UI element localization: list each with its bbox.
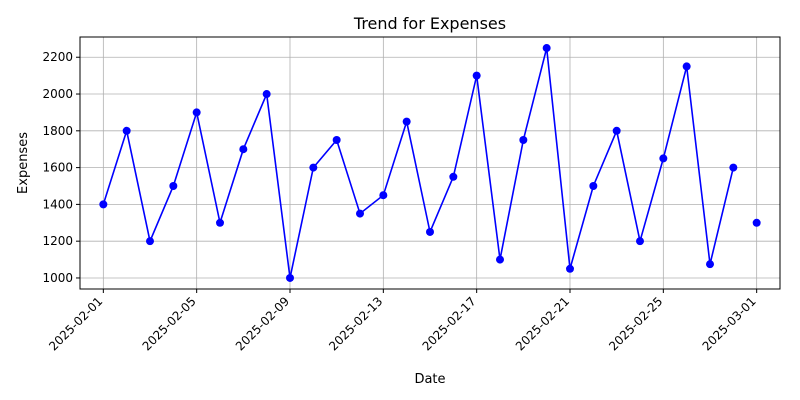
data-point: [566, 264, 574, 273]
data-point: [99, 200, 108, 209]
y-tick-label: 2000: [42, 87, 73, 101]
data-point: [519, 136, 528, 145]
data-point: [356, 209, 364, 218]
data-point: [262, 90, 271, 99]
y-tick-label: 1400: [42, 197, 73, 211]
data-point: [146, 237, 154, 246]
data-point: [309, 163, 318, 172]
chart-title: Trend for Expenses: [353, 14, 506, 33]
data-point: [729, 163, 738, 172]
data-point: [426, 227, 434, 236]
data-point: [659, 154, 668, 163]
data-point: [612, 126, 621, 135]
data-point: [449, 172, 458, 181]
data-point: [192, 108, 201, 117]
data-point: [286, 273, 294, 282]
x-axis-label: Date: [414, 372, 445, 387]
x-tick-label: 2025-02-09: [233, 294, 292, 353]
data-point: [379, 191, 388, 200]
data-point: [706, 260, 714, 269]
data-point: [496, 255, 504, 264]
data-point: [472, 71, 481, 80]
x-tick-label: 2025-02-13: [326, 294, 385, 353]
data-point: [682, 62, 691, 71]
data-point: [542, 44, 551, 53]
data-point: [216, 218, 224, 227]
data-point: [122, 126, 131, 135]
y-tick-label: 1200: [42, 234, 73, 248]
series-line: [103, 48, 756, 278]
y-tick-label: 1600: [42, 161, 73, 175]
grid: [80, 37, 780, 289]
x-axis: 2025-02-01 2025-02-05 2025-02-09 2025-02-13…: [46, 289, 759, 353]
series-expenses: [99, 44, 761, 282]
data-point: [332, 136, 341, 145]
x-tick-label: 2025-02-25: [606, 294, 665, 353]
data-point: [589, 181, 598, 190]
y-tick-label: 1000: [42, 271, 73, 285]
plot-frame: [79, 36, 781, 290]
y-axis-label: Expenses: [16, 132, 31, 194]
y-axis: 1000 1200 1400 1600 1800 2000 2200: [42, 50, 80, 285]
x-tick-label: 2025-02-01: [46, 294, 105, 353]
x-tick-label: 2025-03-01: [700, 294, 759, 353]
data-point: [752, 218, 761, 227]
data-point: [402, 117, 411, 126]
y-tick-label: 2200: [42, 50, 73, 64]
x-tick-label: 2025-02-05: [140, 294, 199, 353]
y-tick-label: 1800: [42, 124, 73, 138]
data-point: [169, 181, 178, 190]
x-tick-label: 2025-02-21: [513, 294, 572, 353]
x-tick-label: 2025-02-17: [420, 294, 479, 353]
data-point: [636, 237, 644, 246]
data-point: [239, 145, 248, 154]
